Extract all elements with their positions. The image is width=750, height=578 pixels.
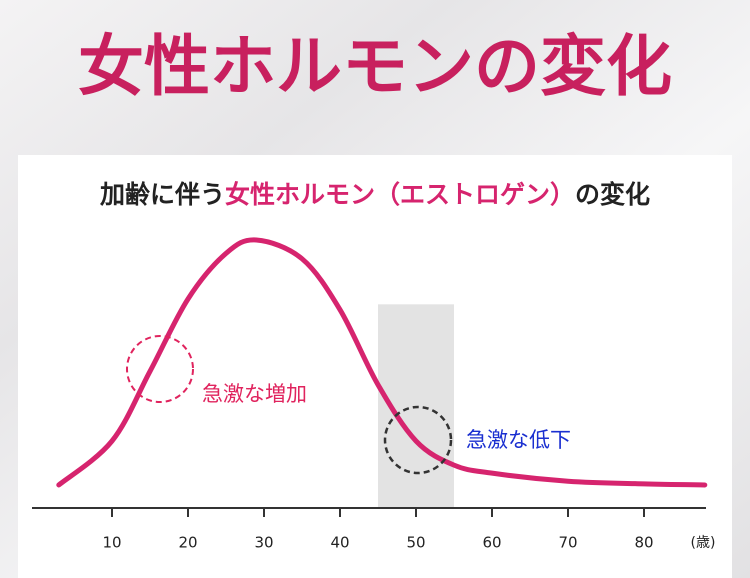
- x-tick-label: 20: [178, 534, 197, 552]
- x-tick-label: 40: [330, 534, 349, 552]
- subtitle-part: 女性ホルモン（エストロゲン）: [225, 180, 575, 209]
- x-tick-label: 30: [254, 534, 273, 552]
- subtitle-part: 加齢に伴う: [99, 180, 225, 209]
- x-tick-label: 70: [558, 534, 577, 552]
- highlight-circle: [383, 405, 453, 475]
- chart-title: 女性ホルモンの変化: [78, 27, 672, 105]
- x-unit: (歳): [691, 535, 716, 551]
- x-tick-label: 60: [482, 534, 501, 552]
- annotation: 急激な増加: [202, 382, 307, 406]
- highlight-circle: [126, 335, 194, 403]
- chart-subtitle: 加齢に伴う女性ホルモン（エストロゲン）の変化: [99, 180, 650, 209]
- x-tick-label: 80: [634, 534, 653, 552]
- panel: [18, 155, 732, 578]
- annotation: 急激な低下: [466, 428, 571, 452]
- line: [56, 237, 708, 488]
- x-tick-label: 10: [102, 534, 121, 552]
- x-tick-label: 50: [406, 534, 425, 552]
- subtitle-part: の変化: [575, 180, 650, 209]
